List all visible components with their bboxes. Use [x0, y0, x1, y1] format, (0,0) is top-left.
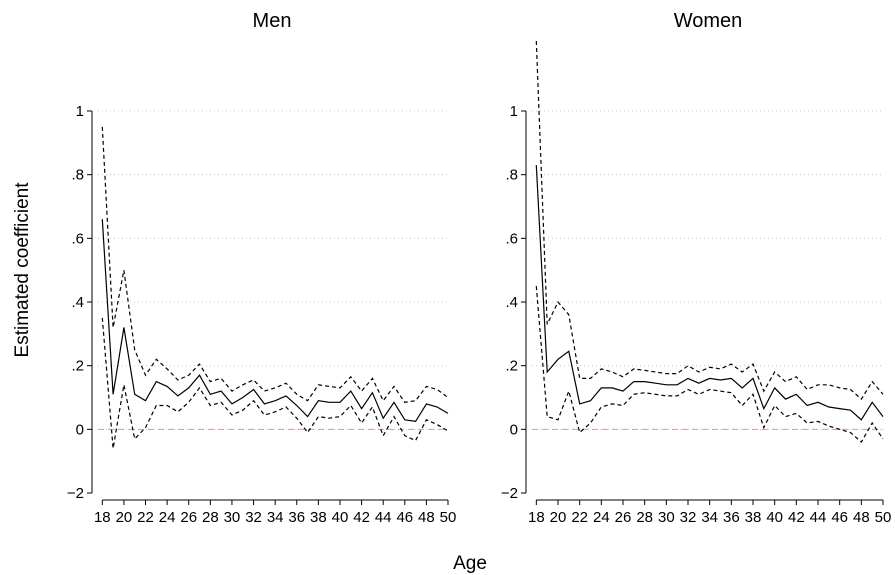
x-tick-label-men-4: 26 — [180, 509, 197, 526]
y-tick-label-men-3: .4 — [71, 294, 84, 311]
x-tick-label-women-12: 42 — [788, 509, 805, 526]
y-tick-label-women-3: .4 — [505, 294, 518, 311]
y-axis-label: Estimated coefficient — [12, 182, 33, 358]
series-upper-men — [101, 126, 449, 403]
x-tick-label-men-12: 42 — [353, 509, 370, 526]
x-tick-label-women-14: 46 — [831, 509, 848, 526]
x-tick-label-women-0: 18 — [528, 509, 545, 526]
y-tick-label-women-0: −2 — [501, 485, 518, 502]
x-tick-label-women-1: 20 — [550, 509, 567, 526]
x-tick-label-men-5: 28 — [202, 509, 219, 526]
y-tick-label-men-0: −2 — [67, 485, 84, 502]
x-tick-label-men-7: 32 — [245, 509, 262, 526]
series-estimate-men — [101, 219, 449, 423]
x-tick-label-women-4: 26 — [615, 509, 632, 526]
panel-title-men: Men — [253, 10, 292, 32]
x-tick-label-men-16: 50 — [440, 509, 457, 526]
series-upper-women — [535, 40, 884, 401]
x-tick-label-women-3: 24 — [593, 509, 610, 526]
x-tick-label-women-2: 22 — [571, 509, 588, 526]
x-tick-label-women-9: 36 — [723, 509, 740, 526]
x-tick-label-men-6: 30 — [224, 509, 241, 526]
x-tick-label-women-15: 48 — [853, 509, 870, 526]
x-tick-label-women-7: 32 — [680, 509, 697, 526]
x-tick-label-women-16: 50 — [875, 509, 892, 526]
x-axis-label: Age — [453, 553, 487, 574]
y-tick-label-men-4: .6 — [71, 230, 84, 247]
x-tick-label-women-10: 38 — [745, 509, 762, 526]
y-tick-label-women-1: 0 — [510, 421, 518, 438]
series-lower-men — [101, 317, 449, 449]
x-tick-label-men-15: 48 — [418, 509, 435, 526]
x-tick-label-women-13: 44 — [810, 509, 827, 526]
x-tick-label-men-3: 24 — [159, 509, 176, 526]
x-tick-label-women-8: 34 — [701, 509, 718, 526]
x-tick-label-men-10: 38 — [310, 509, 327, 526]
series-estimate-women — [535, 165, 884, 421]
x-tick-label-men-13: 44 — [375, 509, 392, 526]
y-tick-label-women-4: .6 — [505, 230, 518, 247]
x-tick-label-men-2: 22 — [137, 509, 154, 526]
x-tick-label-women-11: 40 — [766, 509, 783, 526]
x-tick-label-men-8: 34 — [267, 509, 284, 526]
x-tick-label-men-1: 20 — [116, 509, 133, 526]
y-tick-label-men-5: .8 — [71, 167, 84, 184]
x-tick-label-men-9: 36 — [288, 509, 305, 526]
y-tick-label-men-6: 1 — [76, 103, 84, 120]
x-tick-label-women-5: 28 — [636, 509, 653, 526]
panel-title-women: Women — [674, 10, 743, 32]
y-tick-label-men-1: 0 — [76, 421, 84, 438]
series-lower-women — [535, 286, 884, 444]
y-tick-label-women-6: 1 — [510, 103, 518, 120]
x-tick-label-women-6: 30 — [658, 509, 675, 526]
x-tick-label-men-0: 18 — [94, 509, 111, 526]
y-tick-label-women-5: .8 — [505, 167, 518, 184]
x-tick-label-men-11: 40 — [332, 509, 349, 526]
y-tick-label-women-2: .2 — [505, 358, 518, 375]
x-tick-label-men-14: 46 — [396, 509, 413, 526]
y-tick-label-men-2: .2 — [71, 358, 84, 375]
